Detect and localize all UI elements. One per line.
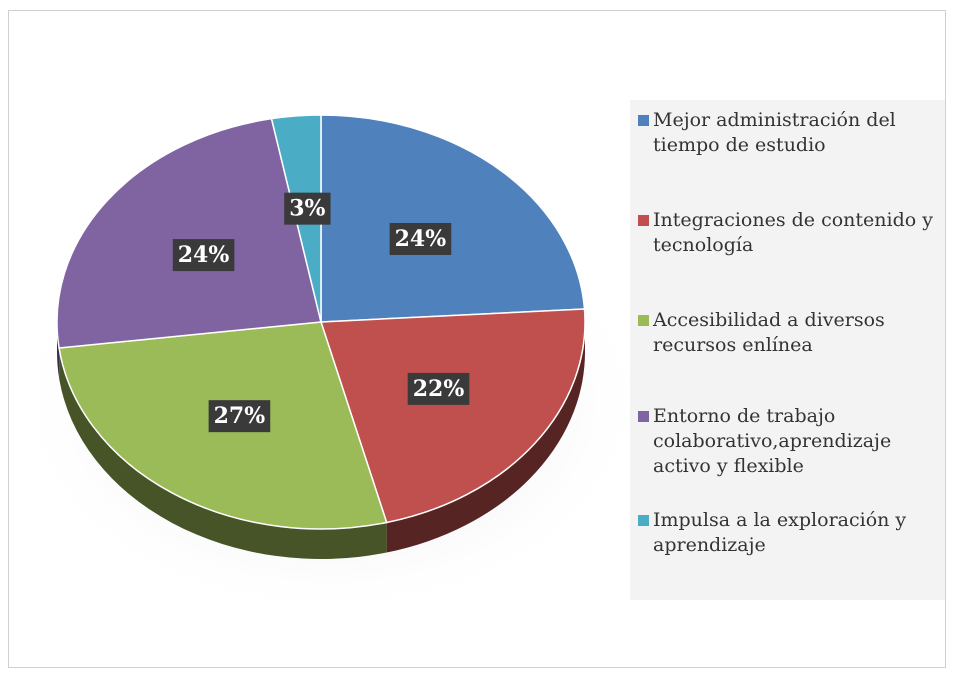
legend-label: Integraciones de contenido y tecnología [653, 209, 933, 256]
data-label-box [284, 192, 331, 225]
data-label: 27% [214, 403, 266, 429]
data-label-box [208, 400, 271, 433]
data-label: 3% [289, 196, 325, 222]
data-label-box [389, 223, 452, 256]
legend-swatch [638, 215, 649, 226]
slice-side [59, 347, 387, 559]
legend-label: Entorno de trabajo colaborativo,aprendiz… [653, 405, 892, 477]
data-label-box [407, 372, 470, 405]
legend-swatch [638, 115, 649, 126]
slice-side [386, 322, 585, 553]
legend-swatch [638, 515, 649, 526]
legend-label: Accesibilidad a diversos recursos enlíne… [653, 309, 885, 356]
slice [56, 117, 322, 349]
legend-label: Mejor administración del tiempo de estud… [653, 109, 896, 156]
legend-swatch [638, 411, 649, 422]
legend: Mejor administración del tiempo de estud… [630, 100, 945, 600]
data-label: 24% [178, 242, 230, 268]
legend-label: Impulsa a la exploración y aprendizaje [653, 509, 907, 556]
data-label-box [172, 239, 235, 272]
data-label: 24% [395, 226, 447, 252]
slice [319, 308, 586, 524]
data-label: 22% [413, 376, 465, 402]
slice [320, 114, 586, 323]
legend-swatch [638, 315, 649, 326]
